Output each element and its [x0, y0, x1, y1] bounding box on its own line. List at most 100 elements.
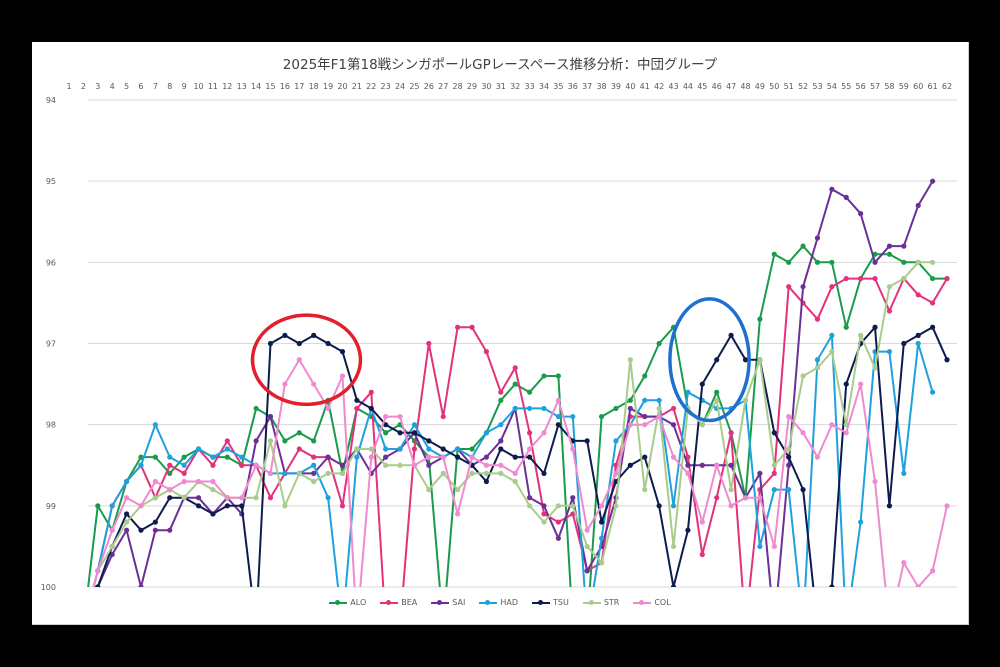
x-tick-label: 27: [438, 82, 448, 91]
data-point: [829, 422, 835, 428]
x-tick-label: 12: [222, 82, 232, 91]
data-point: [613, 470, 619, 476]
data-point: [613, 405, 619, 412]
x-tick-label: 19: [323, 82, 333, 91]
data-point: [915, 340, 921, 347]
data-point: [642, 397, 648, 403]
x-tick-label: 29: [467, 82, 477, 91]
data-point: [714, 389, 720, 395]
data-point: [526, 495, 533, 501]
x-tick-label: 39: [611, 82, 621, 91]
data-point: [426, 438, 432, 444]
data-point: [742, 397, 749, 403]
data-point: [440, 413, 446, 420]
data-point: [872, 365, 878, 371]
data-point: [95, 584, 101, 587]
data-point: [584, 568, 590, 574]
data-point: [325, 495, 331, 501]
data-point: [670, 584, 677, 587]
data-point: [325, 470, 331, 476]
legend-label: ALO: [350, 598, 367, 607]
data-point: [325, 454, 331, 460]
data-point: [915, 259, 921, 265]
data-point: [354, 446, 360, 452]
data-point: [901, 560, 907, 566]
data-point: [555, 422, 561, 428]
data-point: [397, 446, 403, 452]
data-point: [627, 422, 633, 428]
data-point: [829, 349, 835, 355]
x-tick-label: 61: [928, 82, 938, 91]
data-point: [483, 349, 490, 355]
data-point: [383, 454, 389, 460]
data-point: [195, 503, 202, 509]
data-point: [483, 430, 490, 436]
data-point: [526, 430, 533, 436]
x-tick-label: 44: [683, 82, 693, 91]
data-point: [426, 487, 432, 493]
data-point: [613, 503, 619, 509]
x-tick-label: 55: [841, 82, 851, 91]
data-point: [181, 454, 187, 460]
data-point: [930, 389, 936, 395]
data-point: [829, 259, 835, 265]
data-point: [699, 519, 705, 525]
data-point: [210, 487, 216, 493]
data-point: [253, 495, 259, 501]
data-point: [253, 462, 259, 468]
data-point: [526, 503, 533, 509]
data-point: [411, 422, 418, 428]
data-point: [886, 251, 893, 257]
data-point: [383, 422, 389, 428]
data-point: [642, 422, 648, 428]
data-point: [584, 438, 590, 444]
x-tick-label: 54: [827, 82, 837, 91]
data-point: [786, 413, 792, 420]
data-point: [814, 316, 821, 322]
data-point: [152, 527, 158, 533]
data-point: [814, 259, 821, 265]
data-point: [109, 503, 115, 509]
data-point: [239, 462, 245, 468]
y-tick-label: 99: [46, 502, 56, 511]
data-point: [901, 275, 907, 282]
data-point: [181, 495, 187, 501]
data-point: [771, 487, 777, 493]
data-point: [354, 405, 360, 412]
data-point: [455, 324, 461, 330]
x-tick-label: 16: [280, 82, 290, 91]
x-tick-label: 6: [138, 82, 143, 91]
y-tick-label: 95: [46, 177, 56, 186]
data-point: [210, 478, 216, 485]
data-point: [814, 454, 821, 460]
data-point: [152, 519, 158, 525]
data-point: [383, 413, 389, 420]
data-point: [670, 422, 677, 428]
data-point: [570, 503, 576, 509]
data-point: [757, 543, 763, 550]
data-point: [498, 470, 504, 476]
legend-label: TSU: [552, 598, 569, 607]
data-point: [670, 543, 677, 550]
x-tick-label: 13: [237, 82, 247, 91]
data-point: [469, 324, 475, 330]
legend-line-marker-icon: [531, 599, 550, 605]
data-point: [368, 405, 374, 412]
data-point: [325, 340, 331, 347]
data-point: [109, 527, 115, 533]
y-tick-label: 96: [46, 258, 56, 267]
data-point: [627, 462, 633, 468]
data-point: [656, 503, 662, 509]
x-tick-label: 28: [453, 82, 463, 91]
legend-label: HAD: [500, 598, 518, 607]
x-tick-label: 14: [251, 82, 261, 91]
data-point: [915, 202, 921, 209]
data-point: [598, 560, 605, 566]
data-point: [757, 495, 763, 501]
data-point: [886, 503, 893, 509]
data-point: [930, 568, 936, 574]
data-point: [123, 511, 130, 517]
data-point: [886, 243, 893, 249]
data-point: [714, 495, 720, 501]
data-point: [584, 527, 590, 533]
